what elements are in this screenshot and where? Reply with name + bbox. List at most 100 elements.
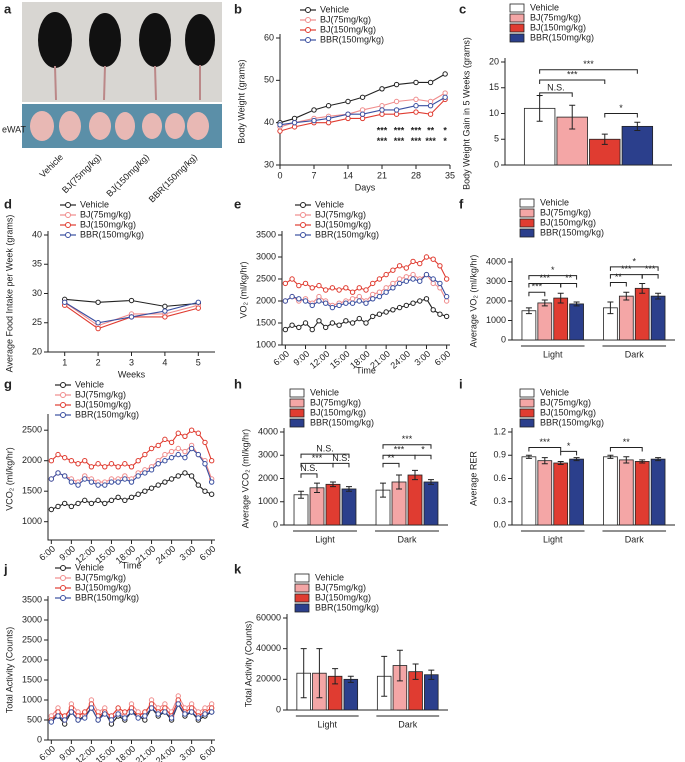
- point: [396, 263, 403, 269]
- bracket: [300, 453, 350, 459]
- point: [208, 458, 215, 464]
- legend-label: BJ(150mg/kg): [315, 219, 371, 229]
- point: [155, 461, 161, 467]
- legend-swatch: [294, 593, 310, 603]
- point: [208, 491, 215, 497]
- y-tick-label: 4000: [258, 426, 278, 436]
- bracket: [560, 282, 578, 288]
- annotation: ***: [377, 126, 388, 136]
- significance: *: [421, 445, 425, 455]
- legend-label: BBR(150mg/kg): [80, 229, 144, 239]
- significance: N.S.: [300, 463, 318, 473]
- legend-marker: [60, 565, 66, 571]
- point: [162, 709, 168, 715]
- legend-swatch: [519, 198, 535, 208]
- error-bar: [601, 133, 608, 145]
- x-tick-label: 24:00: [154, 744, 178, 762]
- point: [162, 458, 168, 464]
- y-tick-label: 25: [32, 317, 42, 327]
- bracket: [609, 281, 627, 287]
- point: [430, 256, 436, 262]
- point: [95, 325, 101, 332]
- point: [108, 461, 115, 467]
- bracket: [528, 447, 562, 452]
- point: [61, 500, 68, 507]
- point: [75, 461, 81, 467]
- legend-marker: [65, 222, 71, 228]
- point: [68, 709, 75, 715]
- x-tick-label: 28: [411, 170, 421, 180]
- y-tick-label: 35: [32, 259, 42, 269]
- point: [376, 276, 383, 282]
- error-bar: [300, 648, 307, 699]
- y-tick-label: 3000: [256, 251, 276, 261]
- y-tick-label: 1500: [22, 486, 42, 496]
- point: [102, 500, 108, 507]
- point: [122, 461, 128, 467]
- legend-swatch: [519, 388, 535, 398]
- error-bar: [316, 648, 323, 699]
- chart-panel: j 0 500 1000 1500 2000 2500 3000 3500 Total Activ…: [3, 561, 217, 762]
- legend-swatch: [289, 388, 305, 398]
- point: [175, 701, 181, 707]
- error-bar: [655, 457, 662, 462]
- point: [75, 717, 81, 723]
- point: [376, 311, 383, 317]
- legend-label: BJ(75mg/kg): [75, 389, 126, 399]
- annotation: ***: [394, 136, 405, 146]
- error-bar: [655, 292, 662, 300]
- legend-marker: [305, 37, 311, 43]
- point: [142, 451, 148, 458]
- group-label: Dark: [397, 534, 417, 544]
- x-axis-label: Weeks: [118, 369, 146, 379]
- y-axis-label: Total Activity (Counts): [4, 627, 14, 714]
- point: [182, 470, 188, 476]
- point: [88, 705, 95, 711]
- point: [349, 289, 356, 295]
- legend-swatch: [519, 228, 535, 238]
- point: [61, 717, 68, 723]
- point: [393, 98, 400, 105]
- panel-label: f: [459, 196, 464, 211]
- point: [390, 285, 396, 291]
- legend-marker: [300, 222, 306, 228]
- point: [82, 709, 88, 715]
- point: [108, 497, 115, 504]
- legend-label: BBR(150mg/kg): [75, 409, 139, 419]
- point: [316, 318, 322, 324]
- bar: [650, 458, 666, 526]
- legend-swatch: [289, 418, 305, 428]
- point: [195, 482, 202, 488]
- point: [322, 287, 329, 293]
- point: [282, 298, 289, 304]
- point: [309, 326, 315, 333]
- legend-swatch: [519, 418, 535, 428]
- legend-label: BJ(150mg/kg): [75, 582, 131, 592]
- y-tick-label: 0: [501, 334, 506, 344]
- point: [336, 322, 342, 328]
- point: [175, 430, 181, 436]
- bar: [341, 488, 357, 526]
- point: [413, 103, 419, 109]
- error-bar: [329, 481, 336, 488]
- point: [410, 271, 416, 278]
- legend-marker: [300, 202, 306, 208]
- bar: [618, 295, 634, 341]
- point: [359, 94, 366, 100]
- legend-label: BJ(75mg/kg): [540, 397, 591, 407]
- y-axis-label: Body Weight Gain in 5 Weeks (grams): [461, 37, 471, 190]
- point: [95, 717, 101, 723]
- point: [363, 287, 369, 293]
- point: [195, 299, 202, 305]
- bracket: [539, 69, 638, 74]
- significance: **: [388, 453, 396, 463]
- bracket: [539, 79, 606, 85]
- bracket: [382, 462, 400, 468]
- point: [302, 298, 309, 304]
- point: [443, 293, 450, 300]
- bar: [521, 456, 537, 526]
- point: [370, 296, 376, 302]
- error-bar: [569, 104, 576, 130]
- point: [142, 488, 148, 494]
